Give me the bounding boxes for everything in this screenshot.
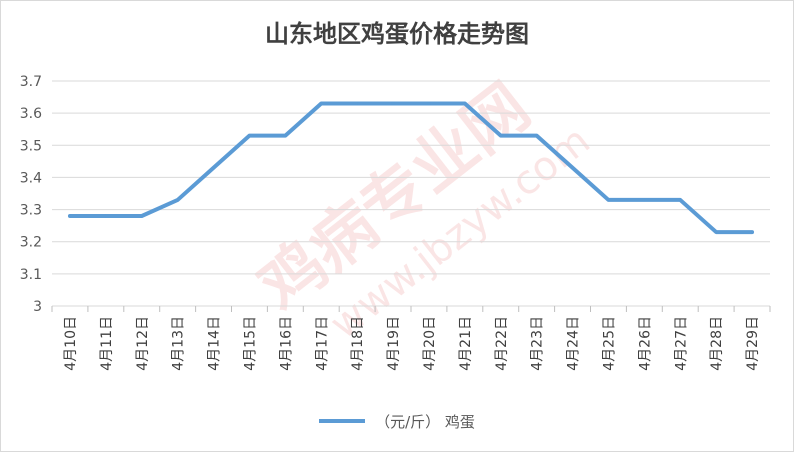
x-tick-label: 4月21日 — [458, 316, 474, 371]
data-point — [463, 102, 467, 105]
legend-label: （元/斤） 鸡蛋 — [375, 412, 475, 431]
data-point — [427, 102, 431, 105]
data-point — [750, 230, 754, 234]
data-point — [212, 166, 216, 170]
data-point — [535, 134, 539, 138]
data-point — [355, 102, 359, 105]
data-point — [642, 198, 646, 202]
chart-title: 山东地区鸡蛋价格走势图 — [265, 19, 529, 48]
x-tick-label: 4月10日 — [63, 316, 79, 371]
y-tick-label: 3.1 — [20, 267, 42, 283]
data-point — [283, 134, 287, 138]
data-point — [247, 134, 251, 138]
x-tick-label: 4月18日 — [350, 316, 366, 371]
x-tick-label: 4月12日 — [135, 316, 151, 371]
data-point — [68, 214, 72, 218]
data-point — [571, 166, 575, 170]
x-tick-label: 4月14日 — [207, 316, 223, 371]
y-tick-label: 3.4 — [20, 170, 42, 186]
legend: （元/斤） 鸡蛋 — [0, 409, 794, 433]
x-tick-label: 4月27日 — [673, 316, 689, 371]
y-tick-label: 3.3 — [20, 203, 42, 219]
x-tick-label: 4月23日 — [530, 316, 546, 371]
x-tick-label: 4月22日 — [494, 316, 510, 371]
data-point — [176, 198, 180, 202]
x-tick-label: 4月25日 — [601, 316, 617, 371]
y-tick-label: 3 — [33, 299, 42, 315]
y-tick-label: 3.7 — [20, 74, 42, 90]
x-tick-label: 4月17日 — [314, 316, 330, 371]
x-tick-label: 4月15日 — [242, 316, 258, 371]
x-tick-label: 4月24日 — [566, 316, 582, 371]
x-tick-label: 4月11日 — [99, 316, 115, 371]
x-tick-label: 4月29日 — [745, 316, 761, 371]
x-tick-label: 4月26日 — [637, 316, 653, 371]
x-tick-label: 4月20日 — [422, 316, 438, 371]
data-point — [104, 214, 108, 218]
series-line — [67, 101, 755, 235]
data-point — [319, 102, 323, 105]
data-point — [391, 102, 395, 105]
data-point — [140, 214, 144, 218]
x-tick-label: 4月16日 — [278, 316, 294, 371]
legend-swatch — [319, 419, 366, 423]
data-point — [499, 134, 503, 138]
x-tick-label: 4月13日 — [171, 316, 187, 371]
y-tick-label: 3.5 — [20, 138, 42, 154]
data-point — [678, 198, 682, 202]
y-tick-label: 3.2 — [20, 235, 42, 251]
x-tick-label: 4月28日 — [709, 316, 725, 371]
data-point — [606, 198, 610, 202]
data-point — [714, 230, 718, 234]
y-tick-label: 3.6 — [20, 106, 42, 122]
x-tick-label: 4月19日 — [386, 316, 402, 371]
